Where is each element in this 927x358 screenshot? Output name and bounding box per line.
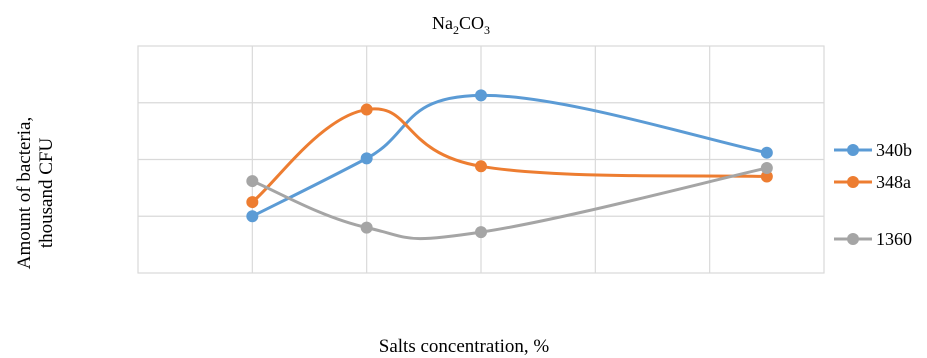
- data-point-348a: [475, 160, 487, 173]
- y-axis-title: Amount of bacteria, thousand CFU: [14, 117, 57, 269]
- series-points: [246, 89, 773, 239]
- series-line-340b: [251, 93, 768, 218]
- legend-label-340b: 340b: [876, 140, 912, 160]
- data-point-1360: [360, 221, 373, 234]
- plot-area: [137, 45, 825, 274]
- data-point-348a: [760, 170, 773, 183]
- data-point-1360: [475, 226, 487, 239]
- data-point-340b: [246, 210, 259, 223]
- series-lines: [251, 93, 768, 241]
- legend-item-340b: 340b: [834, 140, 912, 160]
- y-axis-title-line-2: thousand CFU: [36, 138, 57, 249]
- series-line-1360: [251, 166, 768, 241]
- legend-label-348a: 348a: [876, 172, 911, 192]
- y-axis-title-line-1: Amount of bacteria,: [14, 117, 35, 269]
- legend-marker-1360: [847, 233, 859, 245]
- legend-marker-348a: [847, 176, 859, 188]
- legend-item-1360: 1360: [834, 229, 912, 249]
- legend-label-1360: 1360: [876, 229, 912, 249]
- data-point-340b: [475, 89, 487, 102]
- series-line-348a: [251, 107, 767, 204]
- data-point-348a: [360, 103, 373, 116]
- data-point-348a: [246, 196, 259, 209]
- legend-marker-340b: [847, 144, 859, 156]
- x-axis-title: Salts concentration, %: [379, 336, 550, 357]
- chart-title: Na2CO3: [432, 13, 490, 37]
- data-point-340b: [760, 146, 773, 159]
- legend: 340b 348a 1360: [834, 140, 912, 249]
- data-point-1360: [760, 162, 773, 175]
- data-point-1360: [246, 175, 259, 188]
- data-point-340b: [360, 152, 373, 165]
- legend-item-348a: 348a: [834, 172, 911, 192]
